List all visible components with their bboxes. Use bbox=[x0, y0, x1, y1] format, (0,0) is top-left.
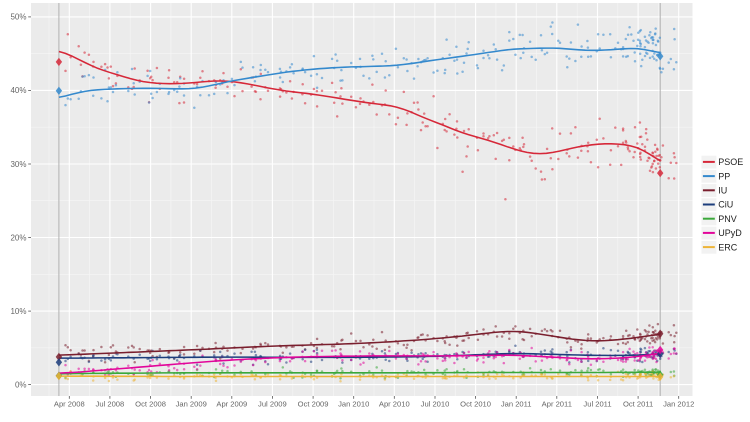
svg-text:Apr 2008: Apr 2008 bbox=[54, 400, 85, 409]
svg-text:IU: IU bbox=[718, 186, 727, 196]
svg-text:Jul 2009: Jul 2009 bbox=[258, 400, 287, 409]
svg-text:PNV: PNV bbox=[718, 214, 737, 224]
svg-text:Oct 2008: Oct 2008 bbox=[135, 400, 166, 409]
svg-text:Jan 2010: Jan 2010 bbox=[338, 400, 369, 409]
svg-text:Oct 2009: Oct 2009 bbox=[298, 400, 329, 409]
svg-text:40%: 40% bbox=[10, 86, 26, 95]
svg-text:Apr 2009: Apr 2009 bbox=[216, 400, 247, 409]
svg-text:Jan 2009: Jan 2009 bbox=[176, 400, 207, 409]
svg-text:Jul 2011: Jul 2011 bbox=[583, 400, 611, 409]
svg-text:Jan 2011: Jan 2011 bbox=[501, 400, 532, 409]
svg-text:50%: 50% bbox=[10, 13, 26, 22]
svg-text:Jul 2010: Jul 2010 bbox=[421, 400, 450, 409]
svg-text:Oct 2010: Oct 2010 bbox=[460, 400, 491, 409]
svg-text:Jan 2012: Jan 2012 bbox=[663, 400, 694, 409]
svg-text:PP: PP bbox=[718, 171, 730, 181]
svg-text:Oct 2011: Oct 2011 bbox=[623, 400, 653, 409]
svg-text:UPyD: UPyD bbox=[718, 228, 742, 238]
svg-text:ERC: ERC bbox=[718, 242, 738, 252]
svg-text:0%: 0% bbox=[15, 380, 27, 389]
svg-text:20%: 20% bbox=[10, 233, 26, 242]
svg-text:Jul 2008: Jul 2008 bbox=[96, 400, 125, 409]
svg-text:Apr 2010: Apr 2010 bbox=[379, 400, 410, 409]
svg-text:CiU: CiU bbox=[718, 200, 733, 210]
svg-text:Apr 2011: Apr 2011 bbox=[542, 400, 572, 409]
svg-text:30%: 30% bbox=[10, 160, 26, 169]
svg-text:10%: 10% bbox=[10, 307, 26, 316]
svg-text:PSOE: PSOE bbox=[718, 157, 743, 167]
